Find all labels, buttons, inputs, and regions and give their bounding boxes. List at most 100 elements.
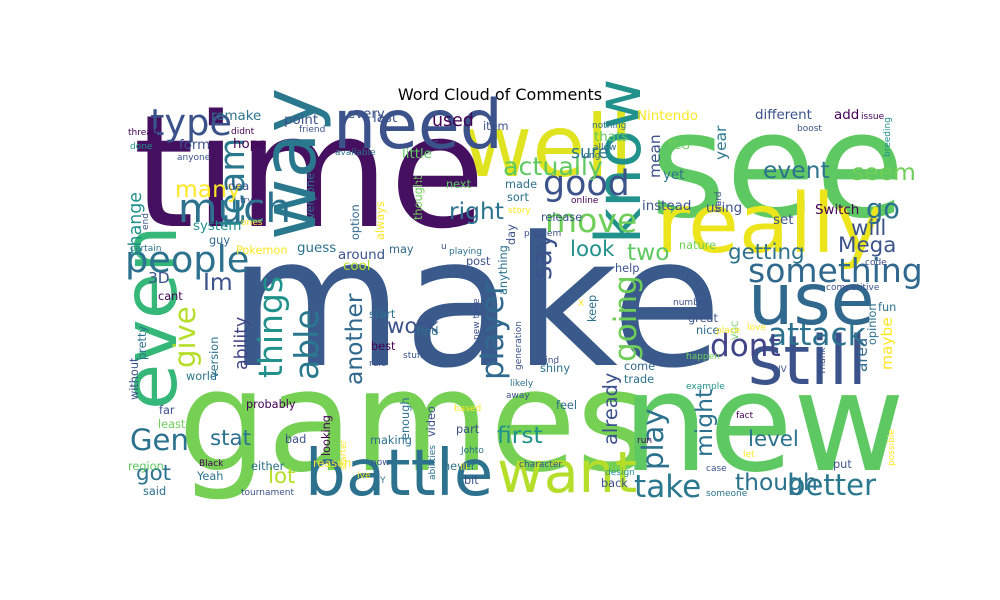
word-area: area	[853, 338, 871, 372]
word-release: release	[541, 211, 582, 224]
word-better: better	[787, 468, 876, 502]
word-event: event	[763, 156, 830, 184]
word-switch: Switch	[815, 203, 859, 218]
word-cool: cool	[343, 259, 370, 274]
word-add: add	[834, 108, 859, 123]
word-type: type	[150, 101, 232, 144]
word-actually: actually	[503, 152, 603, 181]
word-im: Im	[203, 268, 233, 296]
word-many: many	[175, 175, 241, 203]
word-start: start	[369, 308, 396, 321]
word-possible: possible	[887, 429, 897, 466]
word-thread: thread	[128, 128, 158, 138]
word-iv: IV	[778, 365, 788, 375]
word-design: design	[605, 468, 635, 478]
word-making: making	[370, 434, 412, 447]
word-attack: attack	[768, 317, 866, 353]
word-generation: generation	[514, 321, 524, 370]
word-always: always	[374, 201, 387, 240]
word-already: already	[599, 373, 622, 445]
word-nature: nature	[679, 239, 716, 252]
word-got: got	[136, 461, 171, 486]
word-story: story	[508, 206, 531, 216]
word-next: next	[446, 178, 472, 191]
word-fun: fun	[878, 301, 896, 314]
word-allow: allow	[593, 143, 616, 153]
word-version: version	[208, 337, 221, 378]
word-nothing: nothing	[592, 121, 626, 131]
word-kind: kind	[540, 356, 559, 366]
word-example: example	[686, 382, 725, 392]
word-find: find	[417, 325, 438, 338]
word-reason: reason	[313, 457, 351, 470]
word-said: said	[143, 485, 166, 498]
word-may: may	[389, 243, 414, 256]
word-system: system	[193, 219, 241, 234]
word-lot: lot	[268, 464, 295, 489]
word-last: last	[373, 111, 397, 126]
word-someone: someone	[706, 489, 748, 499]
word-run: run	[637, 436, 652, 446]
word-well: well	[462, 97, 633, 197]
word-able: able	[287, 309, 326, 380]
word-black: Black	[199, 459, 224, 469]
word-shiny: shiny	[540, 362, 570, 375]
word-world: world	[186, 370, 217, 383]
word-gen: Gen	[130, 423, 189, 457]
word-bit: bit	[464, 474, 479, 487]
word-change: change	[126, 192, 146, 256]
word-based: based	[454, 404, 481, 414]
word-available: available	[335, 148, 376, 158]
word-put: put	[833, 458, 852, 471]
word-stuff: stuff	[403, 351, 424, 361]
word-u: u	[441, 242, 447, 252]
word-vgc: VGC	[731, 321, 741, 340]
word-bad: bad	[285, 433, 306, 446]
word-looking: looking	[320, 415, 333, 456]
word-rule: rule	[369, 359, 387, 369]
word-opinion: opinion	[866, 303, 879, 345]
word-anything: anything	[497, 245, 510, 295]
word-though: though	[735, 468, 818, 496]
word-problem: problem	[524, 229, 561, 239]
word-online: online	[571, 196, 599, 206]
word-end: end	[141, 213, 151, 230]
word-johto: Johto	[460, 446, 484, 456]
word-never: never	[443, 460, 476, 473]
word-ability: ability	[232, 317, 252, 370]
word-feel: feel	[556, 399, 577, 412]
word-back: back	[601, 477, 628, 490]
word-going: going	[608, 275, 644, 362]
word-move: move	[545, 201, 637, 240]
word-used: used	[432, 111, 474, 131]
word-new-type: new type	[472, 298, 482, 340]
word-need: need	[333, 86, 503, 165]
word-yeah: Yeah	[196, 470, 223, 483]
word-thats: thats	[594, 130, 628, 145]
word-really: really	[656, 177, 884, 272]
word-anyone: anyone	[177, 153, 211, 163]
word-make: make	[228, 199, 722, 408]
word-nice: nice	[696, 324, 720, 337]
word-stat: stat	[210, 426, 251, 451]
word-look: look	[570, 237, 615, 262]
word-player: player	[475, 282, 511, 380]
word-help: help	[615, 262, 639, 275]
word-let: let	[743, 450, 755, 460]
word-item: item	[483, 120, 509, 133]
word-use: use	[748, 258, 875, 341]
word-dont: dont	[710, 328, 781, 364]
word-xy: XY	[374, 476, 386, 486]
word-give: give	[168, 306, 202, 368]
word-likely: likely	[510, 379, 534, 389]
word-form: form	[179, 138, 210, 153]
word-competitive: competitive	[826, 283, 880, 293]
word-want: want	[497, 440, 637, 506]
word-guess: guess	[297, 241, 336, 256]
word-character: character	[519, 460, 562, 470]
word-getting: getting	[728, 240, 805, 265]
word-good: good	[543, 164, 630, 204]
word-done: done	[130, 142, 153, 152]
word-s: s	[433, 137, 439, 150]
